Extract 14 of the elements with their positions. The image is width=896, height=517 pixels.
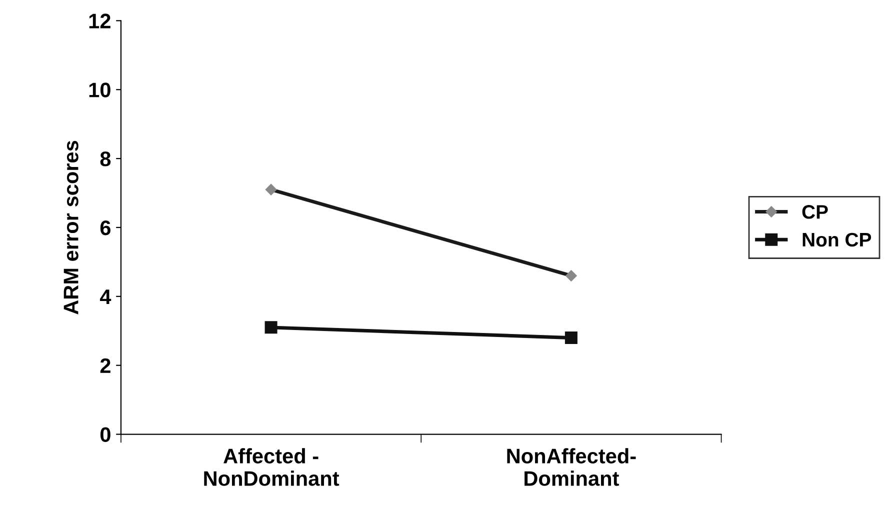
y-tick-label: 10	[89, 82, 110, 98]
point	[564, 332, 578, 344]
y-tick-label: 12	[89, 14, 110, 28]
y-tick-label: 6	[100, 220, 110, 236]
y-axis-title: ARM error scores	[64, 140, 78, 314]
x-tick-label: Affected - NonDominant	[204, 448, 340, 486]
y-tick-label: 0	[100, 427, 110, 442]
y-tick-label: 8	[100, 152, 111, 166]
y-tick-label: 2	[100, 358, 110, 373]
point	[264, 321, 278, 334]
legend-label: Non CP	[802, 232, 872, 247]
x-tick-label: NonAffected- Dominant	[507, 448, 636, 486]
y-tick-label: 4	[100, 290, 112, 304]
legend-label: CP	[802, 205, 828, 219]
